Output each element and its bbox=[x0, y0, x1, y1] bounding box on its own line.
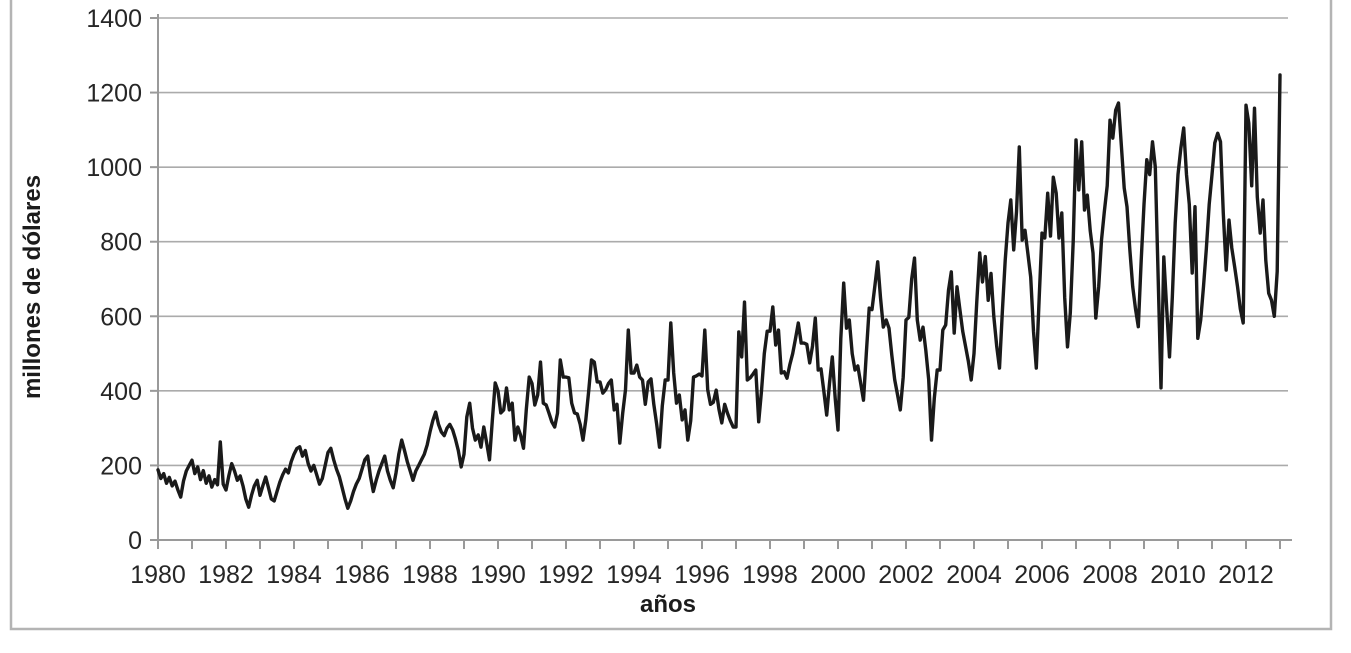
x-tick-label: 1986 bbox=[334, 561, 390, 589]
y-tick-label: 400 bbox=[100, 378, 142, 406]
y-axis-title: millones de dólares bbox=[19, 175, 46, 399]
figure-frame bbox=[9, 0, 1333, 631]
x-tick-label: 1984 bbox=[266, 561, 322, 589]
x-tick-label: 1980 bbox=[130, 561, 186, 589]
y-tick-label: 1000 bbox=[86, 154, 142, 182]
x-tick-label: 2002 bbox=[878, 561, 934, 589]
x-tick-label: 1988 bbox=[402, 561, 458, 589]
x-tick-label: 2004 bbox=[946, 561, 1002, 589]
x-tick-label: 1998 bbox=[742, 561, 798, 589]
x-tick-label: 1990 bbox=[470, 561, 526, 589]
x-tick-label: 1992 bbox=[538, 561, 594, 589]
y-tick-label: 1400 bbox=[86, 5, 142, 33]
y-tick-label: 600 bbox=[100, 303, 142, 331]
x-tick-label: 1996 bbox=[674, 561, 730, 589]
x-axis-title: años bbox=[640, 591, 696, 618]
x-tick-label: 2012 bbox=[1218, 561, 1274, 589]
x-tick-label: 1994 bbox=[606, 561, 662, 589]
x-tick-label: 2006 bbox=[1014, 561, 1070, 589]
y-tick-label: 1200 bbox=[86, 80, 142, 108]
data-line bbox=[156, 73, 1282, 510]
y-tick-label: 800 bbox=[100, 229, 142, 257]
y-tick-label: 0 bbox=[128, 527, 142, 555]
x-tick-label: 2008 bbox=[1082, 561, 1138, 589]
x-tick-label: 2000 bbox=[810, 561, 866, 589]
x-tick-label: 1982 bbox=[198, 561, 254, 589]
x-tick-label: 2010 bbox=[1150, 561, 1206, 589]
y-tick-label: 200 bbox=[100, 452, 142, 480]
